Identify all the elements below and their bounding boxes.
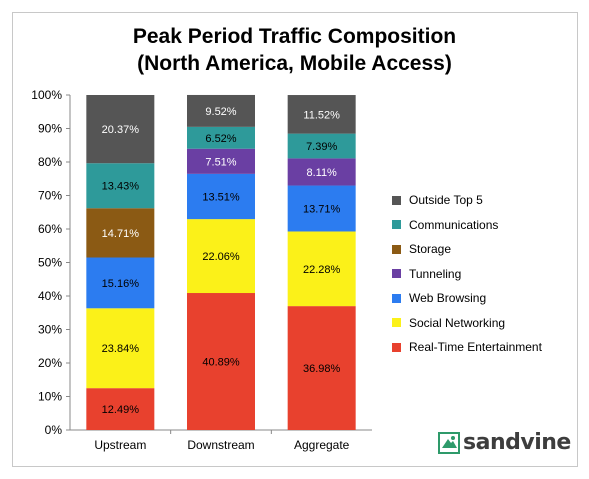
x-tick-label: Aggregate (294, 438, 350, 452)
y-tick-label: 40% (38, 289, 62, 303)
data-label: 6.52% (205, 133, 236, 145)
sandvine-logo-icon (438, 431, 460, 454)
legend-label: Communications (409, 217, 499, 232)
bar-segment (287, 133, 356, 159)
data-label: 11.52% (303, 109, 340, 121)
legend-swatch (392, 269, 401, 279)
data-label: 36.98% (303, 363, 341, 375)
data-label: 40.89% (202, 357, 240, 369)
bar-segment (187, 94, 255, 127)
y-tick-label: 90% (38, 122, 62, 136)
chart-title: Peak Period Traffic Composition (132, 25, 457, 48)
chart-subtitle: (North America, Mobile Access) (137, 52, 452, 75)
bar-segment (287, 231, 356, 307)
y-tick-label: 0% (45, 423, 63, 437)
data-label: 9.52% (205, 106, 236, 118)
bar-segment (287, 306, 356, 430)
bar-segment (287, 95, 356, 134)
legend-label: Social Networking (409, 315, 506, 330)
data-label: 20.37% (102, 124, 140, 136)
bar-segment (86, 308, 155, 389)
data-label: 13.51% (202, 191, 240, 203)
sandvine-logo: sandvine (438, 430, 571, 455)
data-label: 12.49% (102, 404, 140, 416)
y-tick-label: 60% (38, 222, 62, 236)
bar-segment (86, 95, 155, 164)
legend-item: Storage (392, 237, 542, 262)
y-tick-label: 20% (38, 356, 62, 370)
data-label: 13.43% (102, 181, 140, 193)
bar-segment (86, 208, 155, 258)
bar-segment (187, 173, 255, 220)
legend-label: Tunneling (409, 266, 462, 281)
legend-label: Real-Time Entertainment (409, 340, 542, 355)
data-label: 13.71% (303, 204, 341, 216)
legend-label: Storage (409, 242, 452, 257)
legend-swatch (392, 342, 401, 352)
data-label: 22.06% (202, 251, 240, 263)
y-tick-label: 70% (38, 189, 62, 203)
legend-item: Communications (392, 213, 542, 238)
bar-segment (287, 185, 356, 232)
bar-segment (287, 158, 356, 186)
bar-segment (86, 163, 155, 209)
legend-item: Real-Time Entertainment (392, 335, 542, 360)
legend-swatch (392, 318, 401, 328)
x-tick-label: Downstream (187, 438, 254, 452)
bar-segment (187, 148, 255, 174)
logo-text: sandvine (463, 430, 571, 455)
bar-segment (86, 257, 155, 309)
bar-segment (187, 293, 255, 430)
legend-item: Outside Top 5 (392, 188, 542, 213)
y-tick-label: 80% (38, 155, 62, 169)
legend-swatch (392, 220, 401, 230)
y-tick-label: 100% (31, 88, 62, 102)
legend-swatch (392, 195, 401, 205)
data-label: 23.84% (102, 343, 140, 355)
y-tick-label: 50% (38, 256, 62, 270)
data-label: 15.16% (102, 278, 140, 290)
data-label: 7.51% (205, 156, 236, 168)
y-tick-label: 10% (38, 390, 62, 404)
legend-swatch (392, 244, 401, 254)
data-label: 14.71% (102, 228, 140, 240)
legend-item: Web Browsing (392, 286, 542, 311)
chart-legend: Outside Top 5 Communications Storage Tunnel… (392, 188, 542, 360)
data-label: 8.11% (306, 167, 337, 179)
legend-label: Web Browsing (409, 291, 487, 306)
legend-item: Tunneling (392, 262, 542, 287)
legend-item: Social Networking (392, 311, 542, 336)
legend-label: Outside Top 5 (409, 193, 483, 208)
y-tick-label: 30% (38, 323, 62, 337)
bar-segment (187, 126, 255, 149)
data-label: 7.39% (306, 141, 337, 153)
x-tick-label: Upstream (94, 438, 146, 452)
bar-segment (86, 388, 155, 430)
data-label: 22.28% (303, 264, 341, 276)
legend-swatch (392, 293, 401, 303)
bar-segment (187, 219, 255, 294)
